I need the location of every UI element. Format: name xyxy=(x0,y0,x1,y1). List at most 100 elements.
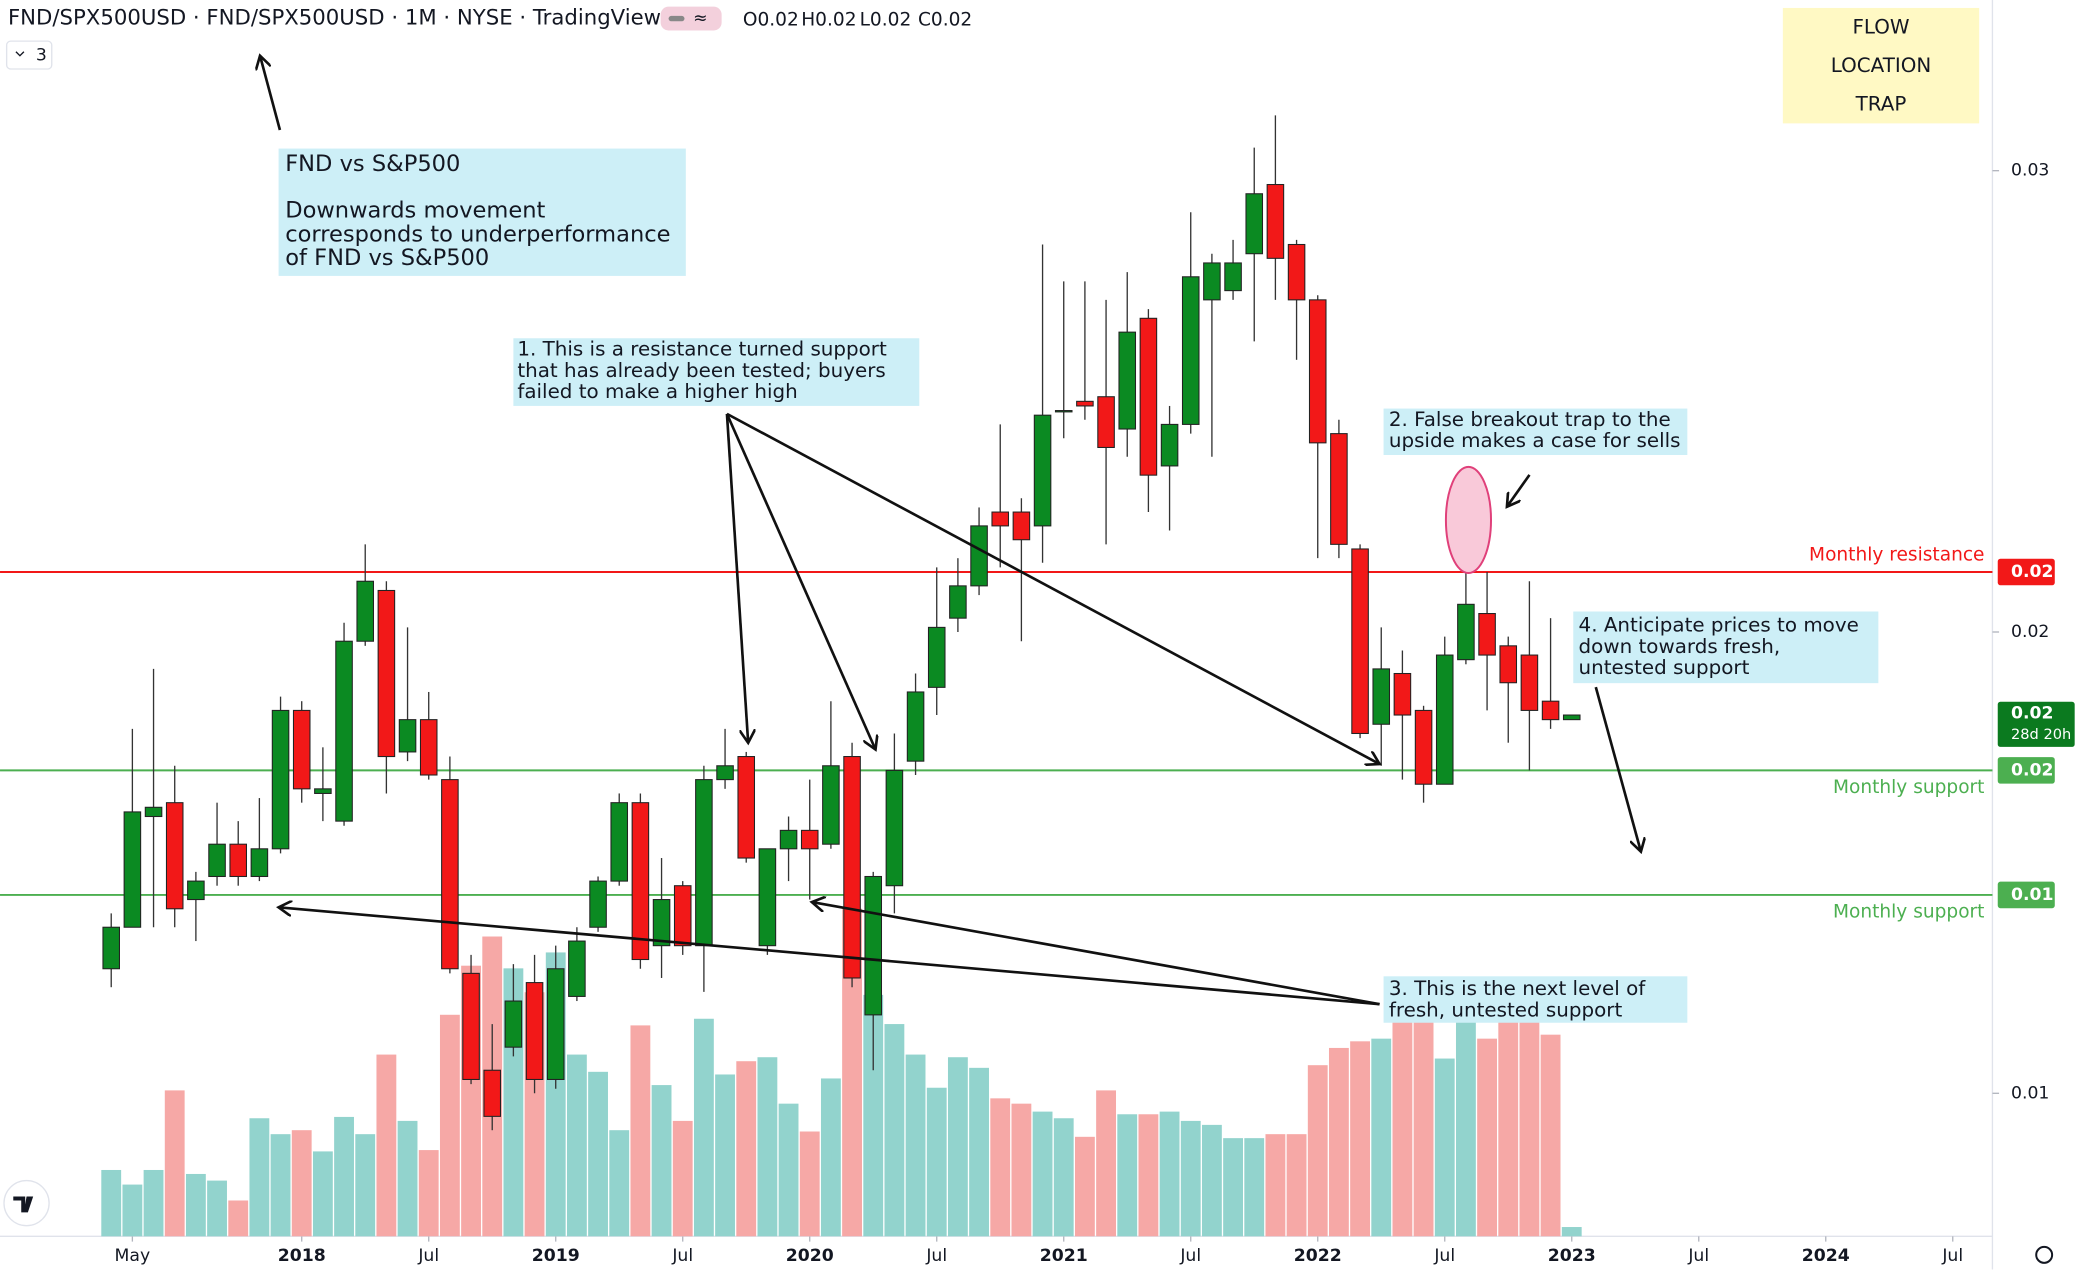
candle-body xyxy=(1160,423,1179,467)
last-price-label: 0.02 xyxy=(2011,704,2054,724)
trap-highlight xyxy=(1444,465,1493,575)
level-tag-label: 0.02 xyxy=(2011,562,2054,582)
candle-body xyxy=(250,848,269,878)
volume-bar xyxy=(228,1200,249,1237)
volume-bar xyxy=(270,1134,291,1237)
volume-bar xyxy=(990,1098,1011,1237)
candle-body xyxy=(271,709,290,850)
toolbar-item[interactable]: LOCATION xyxy=(1831,54,1931,77)
annotation-line: untested support xyxy=(1579,656,1750,679)
volume-bar xyxy=(672,1120,693,1237)
annotation-line: Downwards movement xyxy=(285,197,545,223)
x-tick-label: 2024 xyxy=(1802,1246,1850,1266)
candle-body xyxy=(1224,262,1242,292)
volume-bar xyxy=(439,1014,460,1237)
volume-bar xyxy=(207,1180,227,1237)
volume-bar xyxy=(1540,1034,1561,1237)
level-tag xyxy=(1997,558,2055,586)
volume-bar xyxy=(1519,1005,1540,1237)
candle-body xyxy=(1076,400,1094,407)
volume-bar xyxy=(693,1018,714,1237)
volume-bar xyxy=(1032,1111,1053,1237)
settings-icon[interactable] xyxy=(2035,1245,2054,1264)
volume-bar xyxy=(1074,1136,1095,1237)
symbol-title: FND/SPX500USD · FND/SPX500USD · 1M · NYS… xyxy=(8,6,661,31)
volume-bar xyxy=(1498,1008,1519,1237)
volume-bar xyxy=(1180,1120,1201,1237)
annotation-box xyxy=(513,338,920,406)
volume-bar xyxy=(1371,1038,1392,1237)
candle-body xyxy=(1033,414,1052,527)
volume-bar xyxy=(820,1078,841,1237)
volume-bar xyxy=(947,1057,968,1237)
indicator-toggle[interactable] xyxy=(5,40,53,70)
candle-body xyxy=(589,880,607,928)
volume-bar xyxy=(164,1090,185,1237)
volume-bar xyxy=(249,1118,270,1237)
arrow xyxy=(1507,474,1531,507)
candle-body xyxy=(991,511,1010,527)
candle-body xyxy=(419,719,438,776)
candle-body xyxy=(843,756,861,979)
volume-bar xyxy=(1455,1021,1476,1237)
volume-bar xyxy=(418,1150,439,1237)
marks-layer xyxy=(102,115,1581,1131)
candle-body xyxy=(483,1069,502,1117)
candle-body xyxy=(864,875,883,1016)
candle-body xyxy=(1054,410,1073,413)
candle-body xyxy=(187,880,205,901)
candle-body xyxy=(1393,672,1412,716)
candle-body xyxy=(1245,193,1264,255)
volume-bar xyxy=(1561,1227,1582,1237)
annotation-line: 3. This is the next level of xyxy=(1389,977,1646,1000)
arrow xyxy=(725,413,748,743)
volume-bar xyxy=(1159,1111,1180,1237)
x-tick-label: Jul xyxy=(671,1246,693,1266)
candle-body xyxy=(165,802,184,910)
candle-body xyxy=(1499,645,1518,684)
y-tick-label: 0.02 xyxy=(2011,622,2049,642)
x-tick-label: May xyxy=(115,1246,151,1266)
candle-body xyxy=(758,848,777,947)
volume-bar xyxy=(969,1067,989,1237)
toolbar-item[interactable]: TRAP xyxy=(1855,92,1907,115)
candle-body xyxy=(1562,714,1581,721)
volume-bar xyxy=(1307,1065,1328,1237)
volume-bar xyxy=(334,1116,354,1237)
x-tick-label: Jul xyxy=(1179,1246,1201,1266)
level-name: Monthly resistance xyxy=(1809,544,1984,565)
annotation-line: failed to make a higher high xyxy=(517,380,797,403)
annotation-line: 4. Anticipate prices to move xyxy=(1579,614,1859,637)
volume-bar xyxy=(1286,1134,1307,1237)
candle-body xyxy=(102,926,121,970)
status-pill xyxy=(660,6,722,31)
volume-bar xyxy=(905,1054,926,1237)
volume-bar xyxy=(588,1071,608,1237)
volume-bar xyxy=(630,1025,651,1237)
candle-body xyxy=(1541,700,1560,721)
annotation-line: 1. This is a resistance turned support xyxy=(517,338,887,361)
volume-bar xyxy=(1201,1124,1222,1237)
x-tick-label: Jul xyxy=(925,1246,947,1266)
candle-body xyxy=(885,769,904,887)
volume-bar xyxy=(566,1054,587,1237)
candle-body xyxy=(631,802,650,961)
y-tick-label: 0.03 xyxy=(2011,161,2049,181)
header: FND/SPX500USD · FND/SPX500USD · 1M · NYS… xyxy=(3,6,2054,1264)
candle-body xyxy=(1203,262,1221,301)
candle-body xyxy=(949,585,967,619)
candle-body xyxy=(673,885,692,947)
annotation-line: that has already been tested; buyers xyxy=(517,359,885,382)
volume-bar xyxy=(799,1131,820,1237)
annotation-line: fresh, untested support xyxy=(1389,998,1623,1021)
toolbar-item[interactable]: FLOW xyxy=(1852,15,1909,38)
status-icon: ≈ xyxy=(693,9,707,29)
volume-bar xyxy=(1265,1134,1286,1237)
candle-body xyxy=(208,843,226,878)
level-tag-label: 0.02 xyxy=(2011,760,2054,780)
volume-bar xyxy=(101,1169,122,1237)
candle-body xyxy=(822,765,840,845)
ohlc-close: C0.02 xyxy=(918,9,972,30)
x-tick-label: Jul xyxy=(1941,1246,1963,1266)
